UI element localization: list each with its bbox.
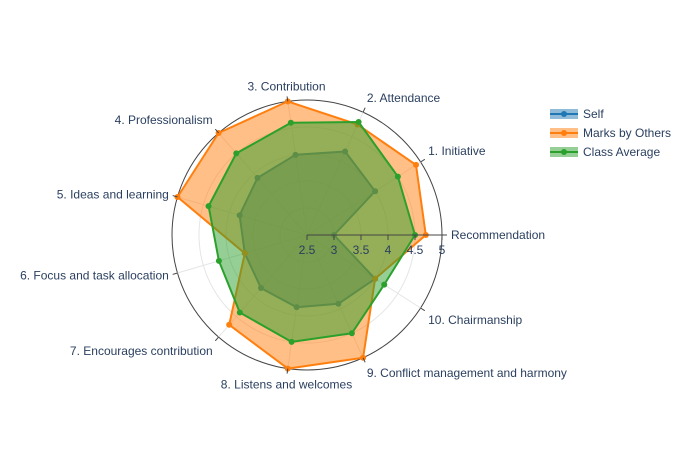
radial-tick-label: 4 xyxy=(385,243,392,257)
category-label: 5. Ideas and learning xyxy=(57,187,169,201)
data-point xyxy=(355,119,362,126)
data-point xyxy=(394,173,401,180)
category-label: 10. Chairmanship xyxy=(428,313,522,327)
data-point xyxy=(287,119,294,126)
series-layer xyxy=(174,98,429,372)
data-point xyxy=(413,161,420,168)
legend-item[interactable]: Self xyxy=(550,107,604,121)
data-point xyxy=(215,257,222,264)
angular-tick xyxy=(420,307,426,312)
angular-tick xyxy=(214,336,219,342)
legend-label: Class Average xyxy=(583,145,660,159)
category-label: Recommendation xyxy=(451,228,545,242)
category-label: 1. Initiative xyxy=(428,144,486,158)
angular-tick xyxy=(362,107,366,113)
radial-tick-label: 3 xyxy=(331,243,338,257)
data-point xyxy=(236,309,243,316)
category-label: 2. Attendance xyxy=(367,91,441,105)
category-label: 6. Focus and task allocation xyxy=(20,269,169,283)
angular-tick xyxy=(286,368,289,374)
radial-tick-label: 5 xyxy=(439,243,446,257)
legend-marker xyxy=(561,111,567,117)
category-labels: Recommendation 1. Initiative 2. Attendance… xyxy=(20,79,567,391)
radial-tick-label: 4.5 xyxy=(407,243,424,257)
angular-tick xyxy=(362,357,366,363)
data-point xyxy=(233,150,240,157)
angular-tick xyxy=(172,272,178,275)
series-class-average xyxy=(205,119,418,345)
series-area xyxy=(207,121,416,343)
category-label: 9. Conflict management and harmony xyxy=(367,366,567,380)
legend-item[interactable]: Marks by Others xyxy=(550,126,671,140)
angular-tick xyxy=(286,96,289,102)
data-point xyxy=(381,281,388,288)
radial-tick-label: 3.5 xyxy=(353,243,370,257)
legend-marker xyxy=(561,149,567,155)
category-label: 8. Listens and welcomes xyxy=(221,378,352,392)
legend: Self Marks by Others Class Average xyxy=(550,107,671,159)
data-point xyxy=(348,330,355,337)
category-label: 3. Contribution xyxy=(247,79,325,93)
angular-tick xyxy=(420,158,426,163)
angular-tick xyxy=(214,128,219,134)
radial-axis: 2.5 3 3.5 4 4.5 5 xyxy=(299,234,446,257)
legend-label: Self xyxy=(583,107,604,121)
category-label: 4. Professionalism xyxy=(115,113,213,127)
legend-item[interactable]: Class Average xyxy=(550,145,660,159)
category-label: 7. Encourages contribution xyxy=(70,344,213,358)
radial-tick-label: 2.5 xyxy=(299,243,316,257)
data-point xyxy=(226,321,233,328)
legend-marker xyxy=(561,130,567,136)
data-point xyxy=(205,203,212,210)
angular-tick xyxy=(172,195,178,198)
data-point xyxy=(288,338,295,345)
legend-label: Marks by Others xyxy=(583,126,671,140)
